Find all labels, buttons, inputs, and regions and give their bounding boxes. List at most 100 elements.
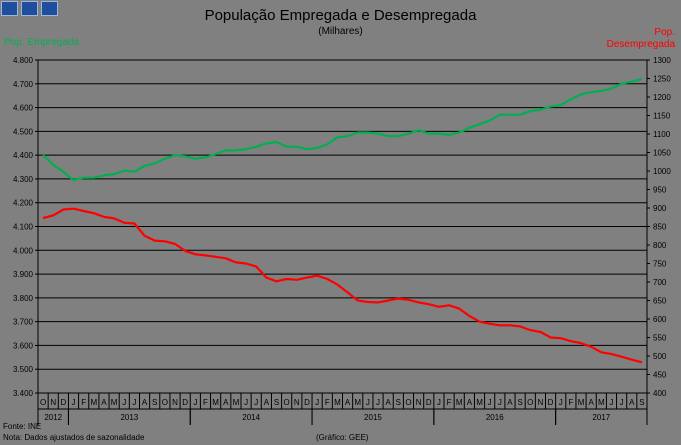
x-month-label: J [193, 398, 197, 407]
x-month-label: S [517, 398, 522, 407]
y-left-tick-label: 4.400 [13, 151, 34, 160]
x-month-label: M [354, 398, 361, 407]
y-left-tick-label: 4.200 [13, 199, 34, 208]
x-month-label: J [620, 398, 624, 407]
chart-subtitle: (Milhares) [318, 26, 363, 37]
y-left-tick-label: 3.900 [13, 270, 34, 279]
x-month-label: A [467, 398, 473, 407]
y-left-tick-label: 4.100 [13, 223, 34, 232]
x-month-label: F [568, 398, 573, 407]
x-month-label: A [629, 398, 635, 407]
x-month-label: S [396, 398, 401, 407]
x-month-label: J [498, 398, 502, 407]
y-left-tick-label: 3.800 [13, 294, 34, 303]
x-year-label: 2015 [364, 413, 382, 422]
x-month-label: F [447, 398, 452, 407]
x-month-label: N [172, 398, 178, 407]
x-month-label: M [578, 398, 585, 407]
series-line-employed [42, 77, 643, 182]
toolbar-button-3[interactable] [41, 1, 58, 16]
y-right-tick-label: 1050 [653, 149, 671, 158]
y-left-tick-label: 4.700 [13, 80, 34, 89]
y-left-tick-label: 3.700 [13, 318, 34, 327]
x-year-label: 2014 [242, 413, 260, 422]
y-right-tick-label: 700 [653, 278, 667, 287]
x-month-label: J [609, 398, 613, 407]
x-month-label: J [488, 398, 492, 407]
x-month-label: A [223, 398, 229, 407]
x-month-label: M [456, 398, 463, 407]
x-month-label: O [527, 398, 533, 407]
x-month-label: J [376, 398, 380, 407]
y-right-tick-label: 750 [653, 260, 667, 269]
right-axis-label-line2: Desempregada [606, 39, 675, 50]
y-left-tick-label: 4.800 [13, 56, 34, 65]
y-right-tick-label: 1000 [653, 167, 671, 176]
x-month-label: M [476, 398, 483, 407]
footer-note: Nota: Dados ajustados de sazonalidade [3, 433, 145, 442]
y-right-tick-label: 650 [653, 297, 667, 306]
y-left-tick-label: 4.500 [13, 127, 34, 136]
y-left-tick-label: 4.300 [13, 175, 34, 184]
x-month-label: J [132, 398, 136, 407]
x-month-label: J [437, 398, 441, 407]
x-month-label: M [212, 398, 219, 407]
x-month-label: J [315, 398, 319, 407]
y-right-tick-label: 1150 [653, 112, 671, 121]
x-month-label: N [294, 398, 300, 407]
toolbar-button-1[interactable] [1, 1, 18, 16]
y-right-tick-label: 1100 [653, 130, 671, 139]
left-axis-label: Pop. Empregada [4, 37, 80, 48]
y-right-tick-label: 800 [653, 241, 667, 250]
x-month-label: O [40, 398, 46, 407]
x-month-label: M [111, 398, 118, 407]
x-month-label: F [203, 398, 208, 407]
x-year-label: 2017 [592, 413, 610, 422]
x-year-label: 2012 [44, 413, 62, 422]
x-month-label: F [325, 398, 330, 407]
footer-credit: (Gráfico: GEE) [316, 433, 369, 442]
y-left-tick-label: 4.000 [13, 246, 34, 255]
x-month-label: M [90, 398, 97, 407]
x-month-label: D [426, 398, 432, 407]
y-left-tick-label: 3.400 [13, 389, 34, 398]
y-right-tick-label: 900 [653, 204, 667, 213]
right-axis-label-line1: Pop. [654, 27, 675, 38]
y-left-tick-label: 3.500 [13, 365, 34, 374]
x-month-label: N [538, 398, 544, 407]
y-right-tick-label: 1250 [653, 75, 671, 84]
y-right-tick-label: 400 [653, 389, 667, 398]
x-month-label: D [60, 398, 66, 407]
y-right-tick-label: 1300 [653, 56, 671, 65]
toolbar-button-2[interactable] [21, 1, 38, 16]
x-month-label: A [101, 398, 107, 407]
x-month-label: N [50, 398, 56, 407]
x-month-label: D [182, 398, 188, 407]
x-month-label: A [589, 398, 595, 407]
x-month-label: A [142, 398, 148, 407]
x-year-label: 2016 [486, 413, 504, 422]
y-right-tick-label: 850 [653, 223, 667, 232]
x-month-label: D [548, 398, 554, 407]
x-month-label: J [559, 398, 563, 407]
y-left-tick-label: 4.600 [13, 104, 34, 113]
x-month-label: J [72, 398, 76, 407]
x-month-label: J [254, 398, 258, 407]
x-year-label: 2013 [120, 413, 138, 422]
x-month-label: S [274, 398, 279, 407]
x-month-label: J [122, 398, 126, 407]
y-right-tick-label: 1200 [653, 93, 671, 102]
x-month-label: J [244, 398, 248, 407]
chart-title: População Empregada e Desempregada [204, 7, 477, 24]
x-month-label: A [345, 398, 351, 407]
x-month-label: A [386, 398, 392, 407]
x-month-label: M [598, 398, 605, 407]
x-month-label: S [639, 398, 644, 407]
y-right-tick-label: 950 [653, 186, 667, 195]
x-month-label: D [304, 398, 310, 407]
x-month-label: A [264, 398, 270, 407]
y-right-tick-label: 450 [653, 371, 667, 380]
y-right-tick-label: 600 [653, 315, 667, 324]
x-month-label: M [334, 398, 341, 407]
